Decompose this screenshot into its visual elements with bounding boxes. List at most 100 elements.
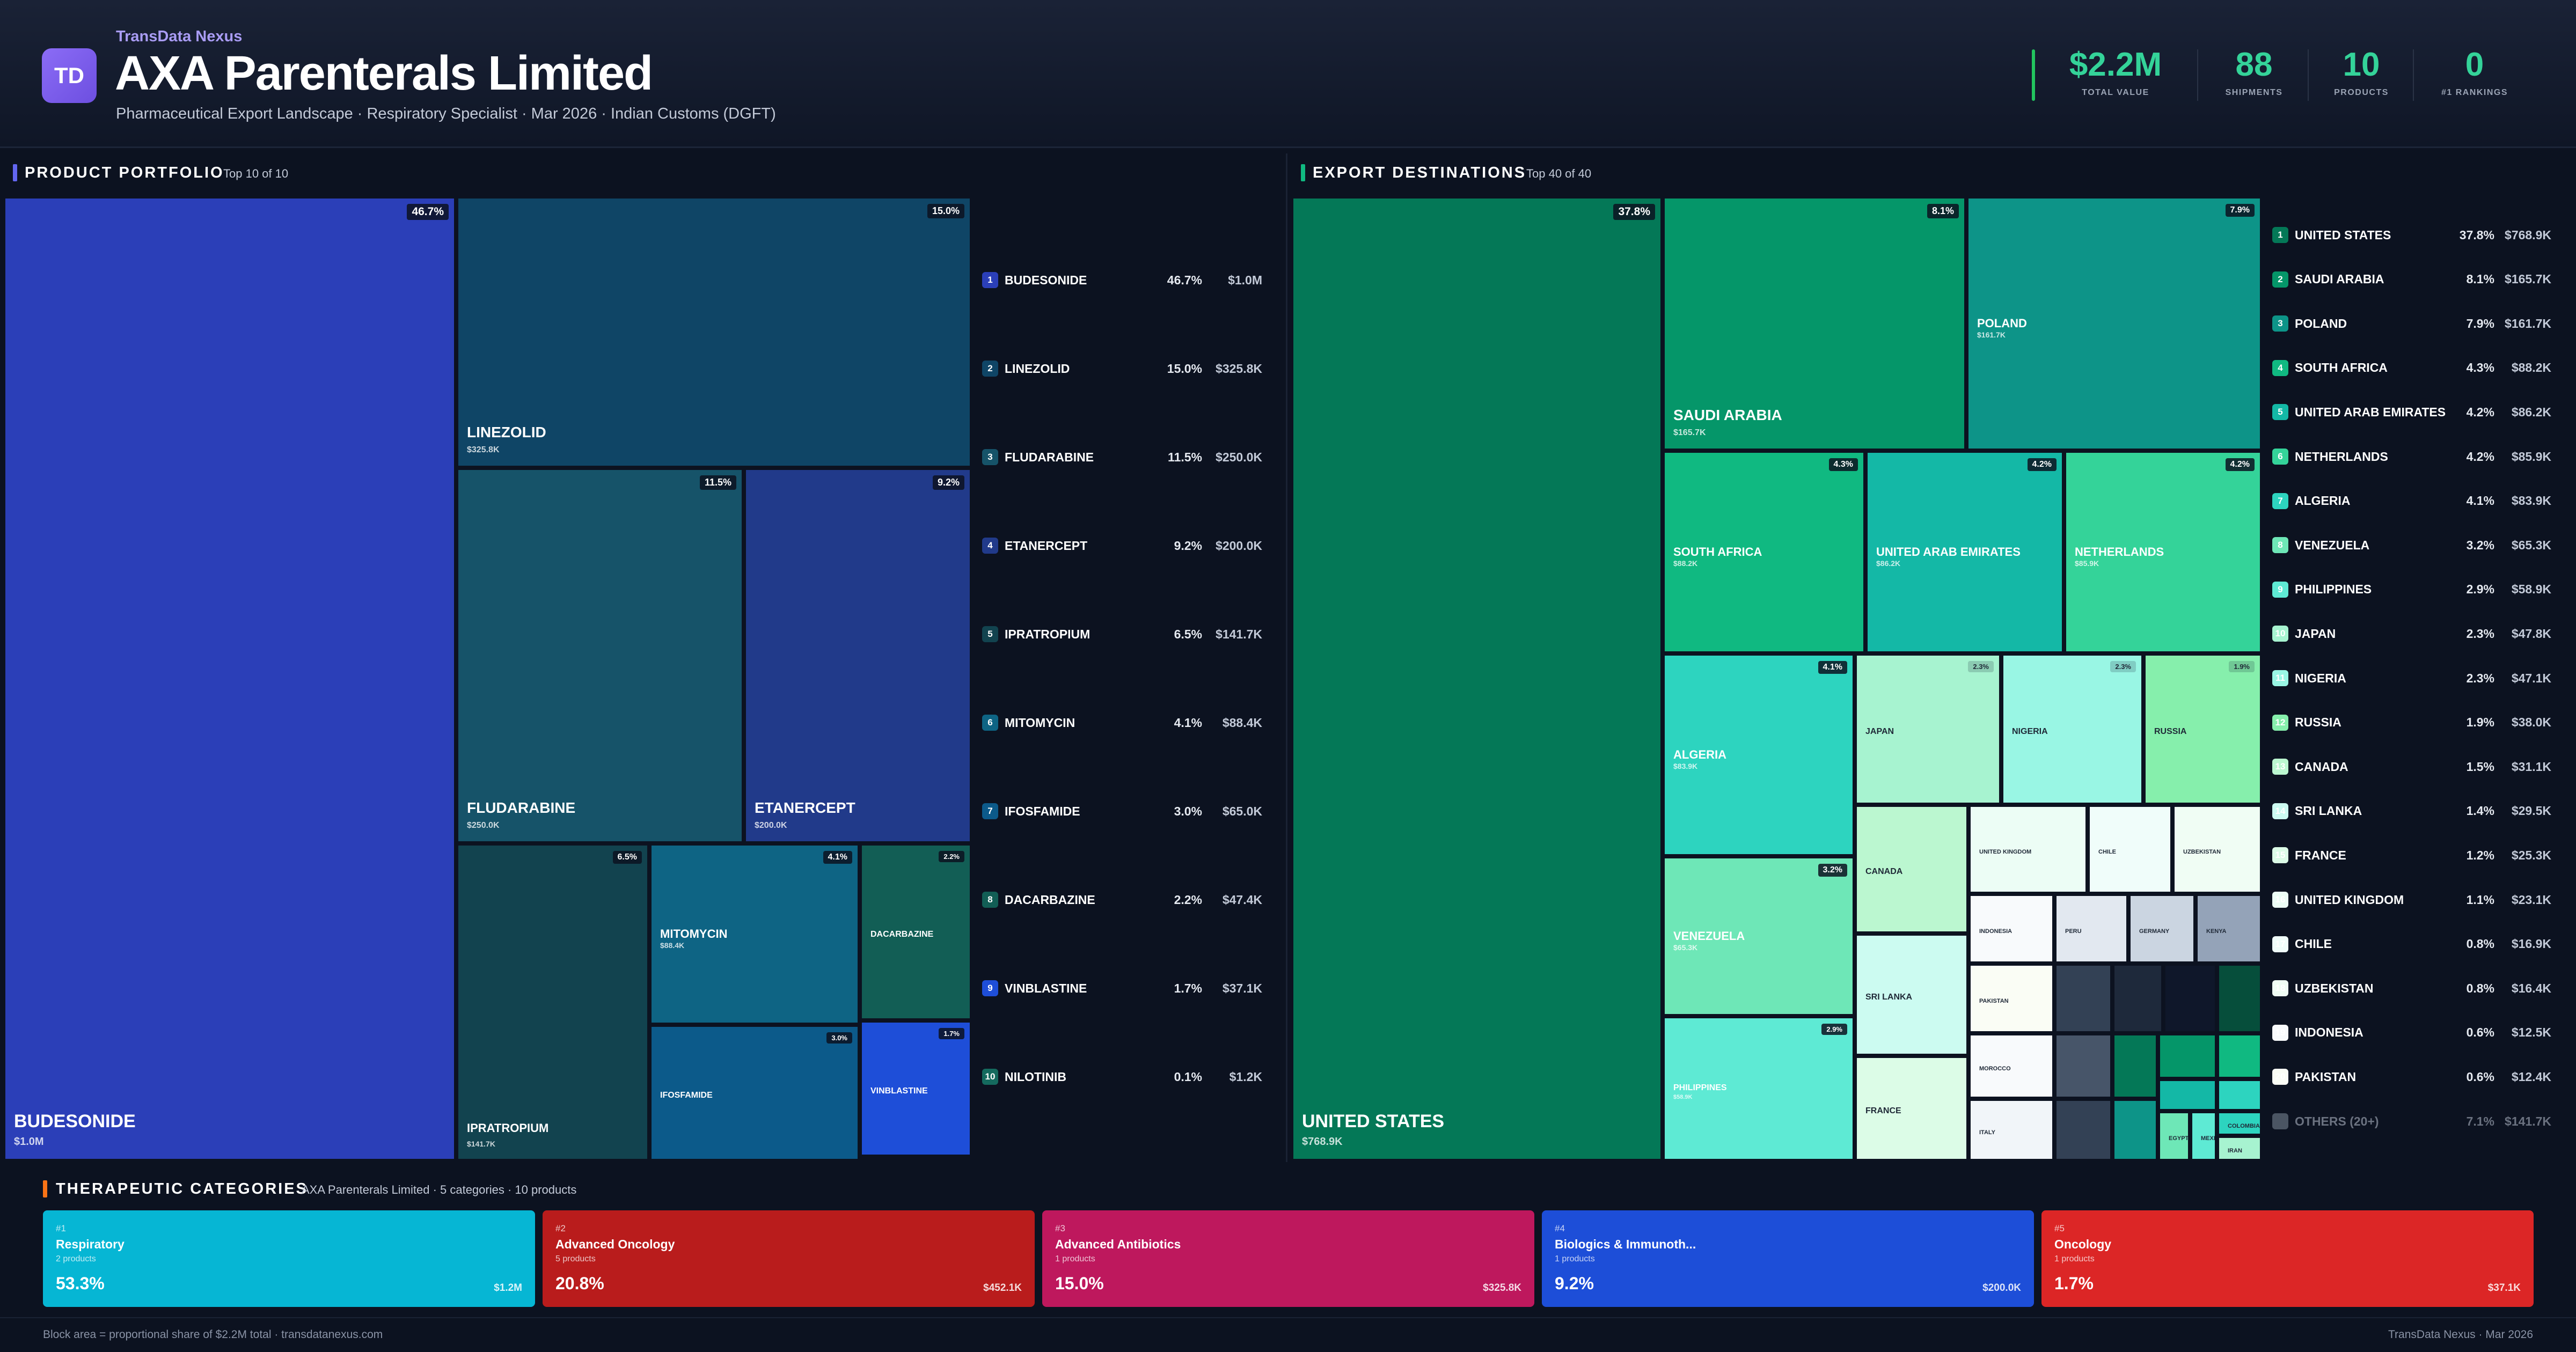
product-tile-dacarbazine[interactable]: 2.2% DACARBAZINE <box>860 843 972 1020</box>
product-tile-fludarabine[interactable]: 11.5% FLUDARABINE $250.0K <box>456 468 744 843</box>
product-tile-etanercept[interactable]: 9.2% ETANERCEPT $200.0K <box>744 468 972 843</box>
destination-tile-small[interactable] <box>2112 1099 2158 1161</box>
destination-row[interactable]: 13 CANADA 1.5% $31.1K <box>2272 756 2551 777</box>
destination-row[interactable]: 10 JAPAN 2.3% $47.8K <box>2272 623 2551 644</box>
destination-tile-united-states[interactable]: 37.8% UNITED STATES $768.9K <box>1291 196 1663 1161</box>
destination-tile-poland[interactable]: 7.9% POLAND $161.7K <box>1966 196 2262 451</box>
product-row[interactable]: 10 NILOTINIB 0.1% $1.2K <box>982 1066 1277 1088</box>
destination-tile-small[interactable]: PERU <box>2054 894 2128 964</box>
destination-tile-small[interactable] <box>2054 964 2112 1033</box>
destination-tile-small[interactable]: GERMANY <box>2128 894 2196 964</box>
destination-value: $47.8K <box>2511 626 2551 641</box>
product-row[interactable]: 9 VINBLASTINE 1.7% $37.1K <box>982 978 1277 999</box>
category-rank: #1 <box>56 1223 66 1233</box>
destination-row[interactable]: 11 NIGERIA 2.3% $47.1K <box>2272 667 2551 689</box>
destination-row[interactable]: 19 INDONESIA 0.6% $12.5K <box>2272 1022 2551 1044</box>
product-share: 15.0% <box>1167 361 1202 376</box>
destination-tile-united-arab-emirates[interactable]: 4.2% UNITED ARAB EMIRATES $86.2K <box>1865 451 2064 653</box>
tile-name: ETANERCEPT <box>755 799 855 816</box>
destination-tile-small[interactable]: EGYPT <box>2158 1111 2190 1161</box>
destination-share: 0.6% <box>2466 1069 2494 1084</box>
product-row[interactable]: 1 BUDESONIDE 46.7% $1.0M <box>982 269 1277 291</box>
destination-tile-small[interactable] <box>2163 964 2217 1033</box>
destination-tile-small[interactable] <box>2112 1033 2158 1099</box>
destination-row[interactable]: 17 CHILE 0.8% $16.9K <box>2272 934 2551 955</box>
destination-row[interactable]: 4 SOUTH AFRICA 4.3% $88.2K <box>2272 357 2551 379</box>
destination-row[interactable]: 1 UNITED STATES 37.8% $768.9K <box>2272 224 2551 246</box>
destination-tile-russia[interactable]: 1.9% RUSSIA <box>2143 653 2262 805</box>
destination-row[interactable]: 6 NETHERLANDS 4.2% $85.9K <box>2272 446 2551 467</box>
destination-tile-sri-lanka[interactable]: SRI LANKA <box>1855 934 1968 1056</box>
rank-badge: 6 <box>982 715 998 731</box>
destination-tile-philippines[interactable]: 2.9% PHILIPPINES $58.9K <box>1663 1016 1855 1161</box>
destination-row[interactable]: 9 PHILIPPINES 2.9% $58.9K <box>2272 579 2551 600</box>
destination-row[interactable]: 12 RUSSIA 1.9% $38.0K <box>2272 712 2551 733</box>
rank-badge: 2 <box>2272 271 2288 288</box>
product-tile-nilotinib[interactable] <box>860 1157 972 1161</box>
destination-tile-pakistan[interactable]: PAKISTAN <box>1968 964 2054 1033</box>
destination-row[interactable]: 7 ALGERIA 4.1% $83.9K <box>2272 490 2551 512</box>
product-row[interactable]: 7 IFOSFAMIDE 3.0% $65.0K <box>982 800 1277 822</box>
destination-row[interactable]: 2 SAUDI ARABIA 8.1% $165.7K <box>2272 269 2551 290</box>
destination-share: 8.1% <box>2466 272 2494 286</box>
destination-tile-small[interactable] <box>2217 1033 2262 1079</box>
category-card[interactable]: #5 Oncology 1 products 1.7% $37.1K <box>2041 1210 2534 1307</box>
destination-row[interactable]: 20 PAKISTAN 0.6% $12.4K <box>2272 1066 2551 1088</box>
category-name: Respiratory <box>56 1237 125 1251</box>
destination-row[interactable]: 5 UNITED ARAB EMIRATES 4.2% $86.2K <box>2272 401 2551 423</box>
categories-title: THERAPEUTIC CATEGORIES <box>56 1180 308 1197</box>
product-row[interactable]: 5 IPRATROPIUM 6.5% $141.7K <box>982 623 1277 645</box>
destination-tile-small[interactable] <box>2112 964 2163 1033</box>
product-row[interactable]: 3 FLUDARABINE 11.5% $250.0K <box>982 446 1277 468</box>
destination-tile-small[interactable]: IRAN <box>2217 1136 2262 1161</box>
destination-value: $47.1K <box>2511 671 2551 685</box>
product-row[interactable]: 6 MITOMYCIN 4.1% $88.4K <box>982 712 1277 733</box>
destination-tile-small[interactable]: KENYA <box>2196 894 2262 964</box>
product-treemap: 46.7% BUDESONIDE $1.0M 15.0% LINEZOLID $325.8… <box>3 196 972 1161</box>
product-tile-linezolid[interactable]: 15.0% LINEZOLID $325.8K <box>456 196 972 468</box>
destination-tile-south-africa[interactable]: 4.3% SOUTH AFRICA $88.2K <box>1663 451 1865 653</box>
destination-tile-saudi-arabia[interactable]: 8.1% SAUDI ARABIA $165.7K <box>1663 196 1966 451</box>
destination-tile-small[interactable] <box>2158 1079 2217 1111</box>
destination-tile-small[interactable]: COLOMBIA <box>2217 1111 2262 1136</box>
category-card[interactable]: #2 Advanced Oncology 5 products 20.8% $452.1… <box>543 1210 1035 1307</box>
destination-row[interactable]: 16 UNITED KINGDOM 1.1% $23.1K <box>2272 889 2551 910</box>
destination-tile-venezuela[interactable]: 3.2% VENEZUELA $65.3K <box>1663 856 1855 1016</box>
category-card[interactable]: #4 Biologics & Immunoth... 1 products 9.2% $… <box>1542 1210 2034 1307</box>
category-rank: #5 <box>2054 1223 2065 1233</box>
destination-others-row[interactable]: OTHERS (20+) 7.1% $141.7K <box>2272 1111 2551 1132</box>
destination-tile-nigeria[interactable]: 2.3% NIGERIA <box>2001 653 2143 805</box>
product-row[interactable]: 2 LINEZOLID 15.0% $325.8K <box>982 358 1277 379</box>
destination-tile-united-kingdom[interactable]: UNITED KINGDOM <box>1968 805 2088 894</box>
destination-tile-uzbekistan[interactable]: UZBEKISTAN <box>2172 805 2262 894</box>
destination-tile-small[interactable] <box>2054 1033 2112 1099</box>
destination-tile-small[interactable]: MOROCCO <box>1968 1033 2054 1099</box>
category-card[interactable]: #1 Respiratory 2 products 53.3% $1.2M <box>43 1210 535 1307</box>
category-card[interactable]: #3 Advanced Antibiotics 1 products 15.0% $32… <box>1042 1210 1534 1307</box>
product-row[interactable]: 4 ETANERCEPT 9.2% $200.0K <box>982 535 1277 556</box>
destination-tile-canada[interactable]: CANADA <box>1855 805 1968 934</box>
destination-tile-chile[interactable]: CHILE <box>2088 805 2172 894</box>
product-row[interactable]: 8 DACARBAZINE 2.2% $47.4K <box>982 889 1277 910</box>
destination-tile-algeria[interactable]: 4.1% ALGERIA $83.9K <box>1663 653 1855 856</box>
destination-tile-indonesia[interactable]: INDONESIA <box>1968 894 2054 964</box>
destination-row[interactable]: 18 UZBEKISTAN 0.8% $16.4K <box>2272 978 2551 999</box>
destination-tile-small[interactable] <box>2217 1079 2262 1111</box>
destination-tile-small[interactable] <box>2158 1033 2217 1079</box>
product-tile-mitomycin[interactable]: 4.1% MITOMYCIN $88.4K <box>649 843 860 1025</box>
product-tile-budesonide[interactable]: 46.7% BUDESONIDE $1.0M <box>3 196 456 1161</box>
destination-tile-france[interactable]: FRANCE <box>1855 1056 1968 1161</box>
destination-row[interactable]: 8 VENEZUELA 3.2% $65.3K <box>2272 534 2551 556</box>
destination-tile-japan[interactable]: 2.3% JAPAN <box>1855 653 2001 805</box>
destination-tile-small[interactable] <box>2217 964 2262 1033</box>
product-tile-ipratropium[interactable]: 6.5% IPRATROPIUM $141.7K <box>456 843 649 1161</box>
destination-tile-small[interactable]: ITALY <box>1968 1099 2054 1161</box>
destination-row[interactable]: 14 SRI LANKA 1.4% $29.5K <box>2272 800 2551 822</box>
product-tile-ifosfamide[interactable]: 3.0% IFOSFAMIDE <box>649 1025 860 1161</box>
destination-row[interactable]: 15 FRANCE 1.2% $25.3K <box>2272 844 2551 866</box>
destination-tile-small[interactable] <box>2054 1099 2112 1161</box>
destination-tile-netherlands[interactable]: 4.2% NETHERLANDS $85.9K <box>2064 451 2262 653</box>
destination-row[interactable]: 3 POLAND 7.9% $161.7K <box>2272 313 2551 334</box>
product-tile-vinblastine[interactable]: 1.7% VINBLASTINE <box>860 1020 972 1157</box>
